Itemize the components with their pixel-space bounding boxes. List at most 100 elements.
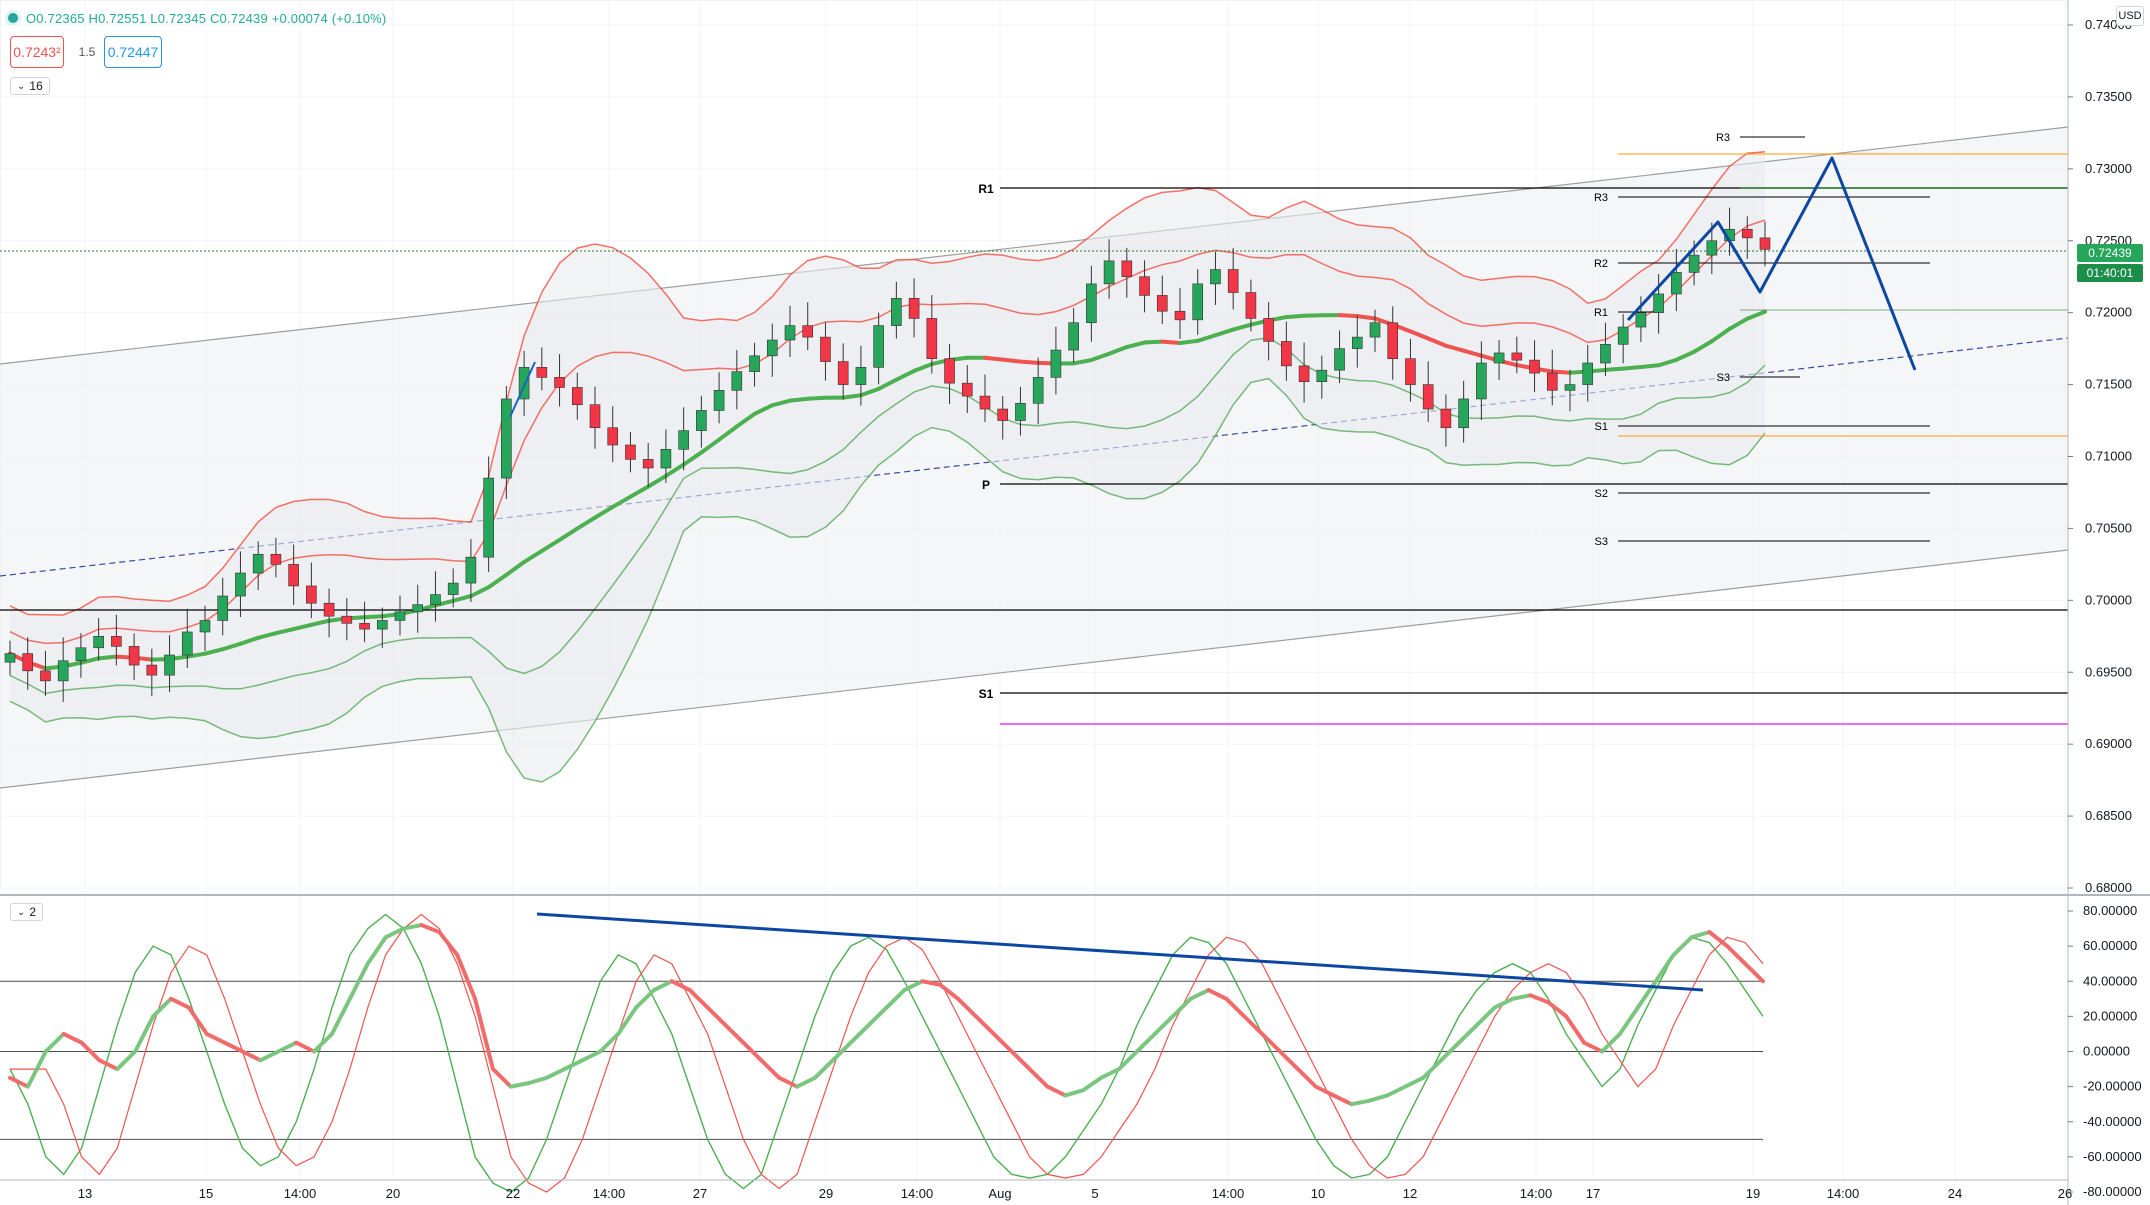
osc-tick-label: 60.00000: [2083, 938, 2137, 953]
channel-upper: [0, 126, 2069, 365]
osc-trendline: [536, 912, 1704, 992]
candle-body: [1015, 402, 1026, 421]
candle-body: [501, 398, 512, 479]
indicators-toggle-button[interactable]: ⌄ 16: [10, 77, 50, 95]
candle-body: [908, 297, 920, 319]
channel-lower: [0, 549, 2069, 789]
lower-band-outer: [9, 377, 1766, 783]
moving-average-segment: [858, 386, 881, 398]
osc-smoothed-segment: [1331, 1093, 1354, 1107]
candle-body: [784, 325, 796, 341]
candle-body: [1174, 310, 1186, 321]
moving-average-segment: [681, 450, 704, 467]
time-tick-label: 14:00: [1827, 1186, 1860, 1201]
osc-smoothed-segment: [562, 1058, 585, 1072]
osc-smoothed-segment: [938, 982, 961, 1001]
osc-smoothed-segment: [1743, 961, 1765, 984]
osc-smoothed-segment: [347, 961, 370, 1001]
osc-smoothed-segment: [544, 1067, 567, 1080]
osc-smoothed-segment: [258, 1049, 281, 1063]
oscillator-indicator-count: 2: [29, 905, 37, 919]
osc-smoothed-segment: [1689, 930, 1712, 940]
osc-smoothed-segment: [97, 1058, 120, 1072]
osc-smoothed-segment: [1295, 1067, 1318, 1089]
trend-segment: [509, 361, 536, 418]
price-tick-label: 0.72000: [2085, 305, 2132, 320]
moving-average-segment: [486, 572, 509, 590]
oscillator-pane: [0, 912, 1765, 1193]
osc-smoothed-segment: [651, 979, 674, 993]
osc-smoothed-segment: [151, 996, 173, 1019]
candle-body: [323, 602, 335, 617]
lower-band-inner: [9, 337, 1766, 695]
sell-button[interactable]: 0.7243²: [10, 36, 64, 68]
drawings: [509, 156, 1917, 418]
candle-body: [1476, 362, 1487, 400]
moving-average-segment: [841, 393, 863, 400]
candle-body: [642, 459, 654, 469]
candle-body: [731, 371, 743, 391]
pivot-label: S2: [1595, 488, 1608, 500]
moving-average-segment: [1195, 333, 1218, 343]
osc-smoothed-segment: [222, 1040, 245, 1054]
osc-smoothed-segment: [1206, 988, 1229, 1001]
moving-average-segment: [1124, 340, 1147, 350]
candle-body: [1263, 318, 1274, 342]
candle-body: [1688, 254, 1700, 273]
candle-body: [589, 404, 601, 429]
moving-average-segment: [1018, 359, 1041, 365]
pivot-label: R2: [1594, 258, 1608, 270]
osc-smoothed-segment: [186, 1005, 209, 1036]
time-tick-label: 5: [1091, 1186, 1098, 1201]
osc-smoothed-segment: [1027, 1067, 1050, 1089]
pivot-lines: R1 P S1 R3 R3 R2 R1 S3 S1 S2 S3: [0, 132, 2068, 725]
candle-body: [465, 556, 477, 584]
candle-body: [961, 382, 973, 397]
price-tick-label: 0.73500: [2085, 89, 2132, 104]
time-tick-label: 14:00: [284, 1186, 317, 1201]
moving-average-segment: [468, 585, 491, 599]
price-tick-label: 0.68500: [2085, 808, 2132, 823]
time-tick-label: 22: [506, 1186, 520, 1201]
candle-body: [1493, 352, 1505, 364]
candle-body: [837, 361, 849, 385]
candle-body: [1422, 384, 1434, 410]
osc-tick-label: -20.00000: [2083, 1079, 2142, 1094]
candle-body: [1369, 322, 1381, 338]
osc-smoothed-segment: [61, 1031, 84, 1045]
moving-average-segment: [1160, 339, 1182, 345]
osc-smoothed-segment: [830, 1040, 853, 1063]
time-tick-label: 13: [78, 1186, 92, 1201]
candle-body: [678, 430, 689, 450]
osc-smoothed-segment: [723, 1023, 746, 1045]
upper-band-inner: [9, 219, 1766, 645]
buy-button[interactable]: 0.72447: [104, 36, 162, 68]
candle-body: [376, 620, 388, 630]
countdown-value: 01:40:01: [2086, 266, 2134, 280]
candle-body: [855, 367, 867, 385]
moving-average-segment: [788, 396, 810, 403]
moving-average-segment: [1284, 313, 1307, 320]
currency-badge[interactable]: USD: [2116, 6, 2144, 26]
osc-smoothed-segment: [490, 1067, 513, 1089]
oscillator-toggle-button[interactable]: ⌄ 2: [10, 903, 44, 921]
candle-body: [22, 653, 34, 672]
candle-body: [57, 660, 69, 682]
projection-path: [1626, 156, 1917, 371]
osc-smoothed-segment: [705, 1005, 728, 1028]
moving-average-segment: [1727, 316, 1750, 331]
osc-smoothed-segment: [848, 1023, 871, 1045]
moving-average-segment: [557, 526, 580, 542]
osc-smoothed-segment: [973, 1014, 996, 1036]
candle-body: [696, 410, 707, 431]
candle-body: [199, 620, 211, 633]
osc-smoothed-segment: [1152, 1014, 1175, 1036]
band-fill: [10, 151, 1765, 782]
moving-average-segment: [752, 403, 775, 416]
moving-average-segment: [522, 548, 544, 565]
osc-smoothed-segment: [634, 988, 656, 1010]
candle-body: [111, 635, 122, 647]
